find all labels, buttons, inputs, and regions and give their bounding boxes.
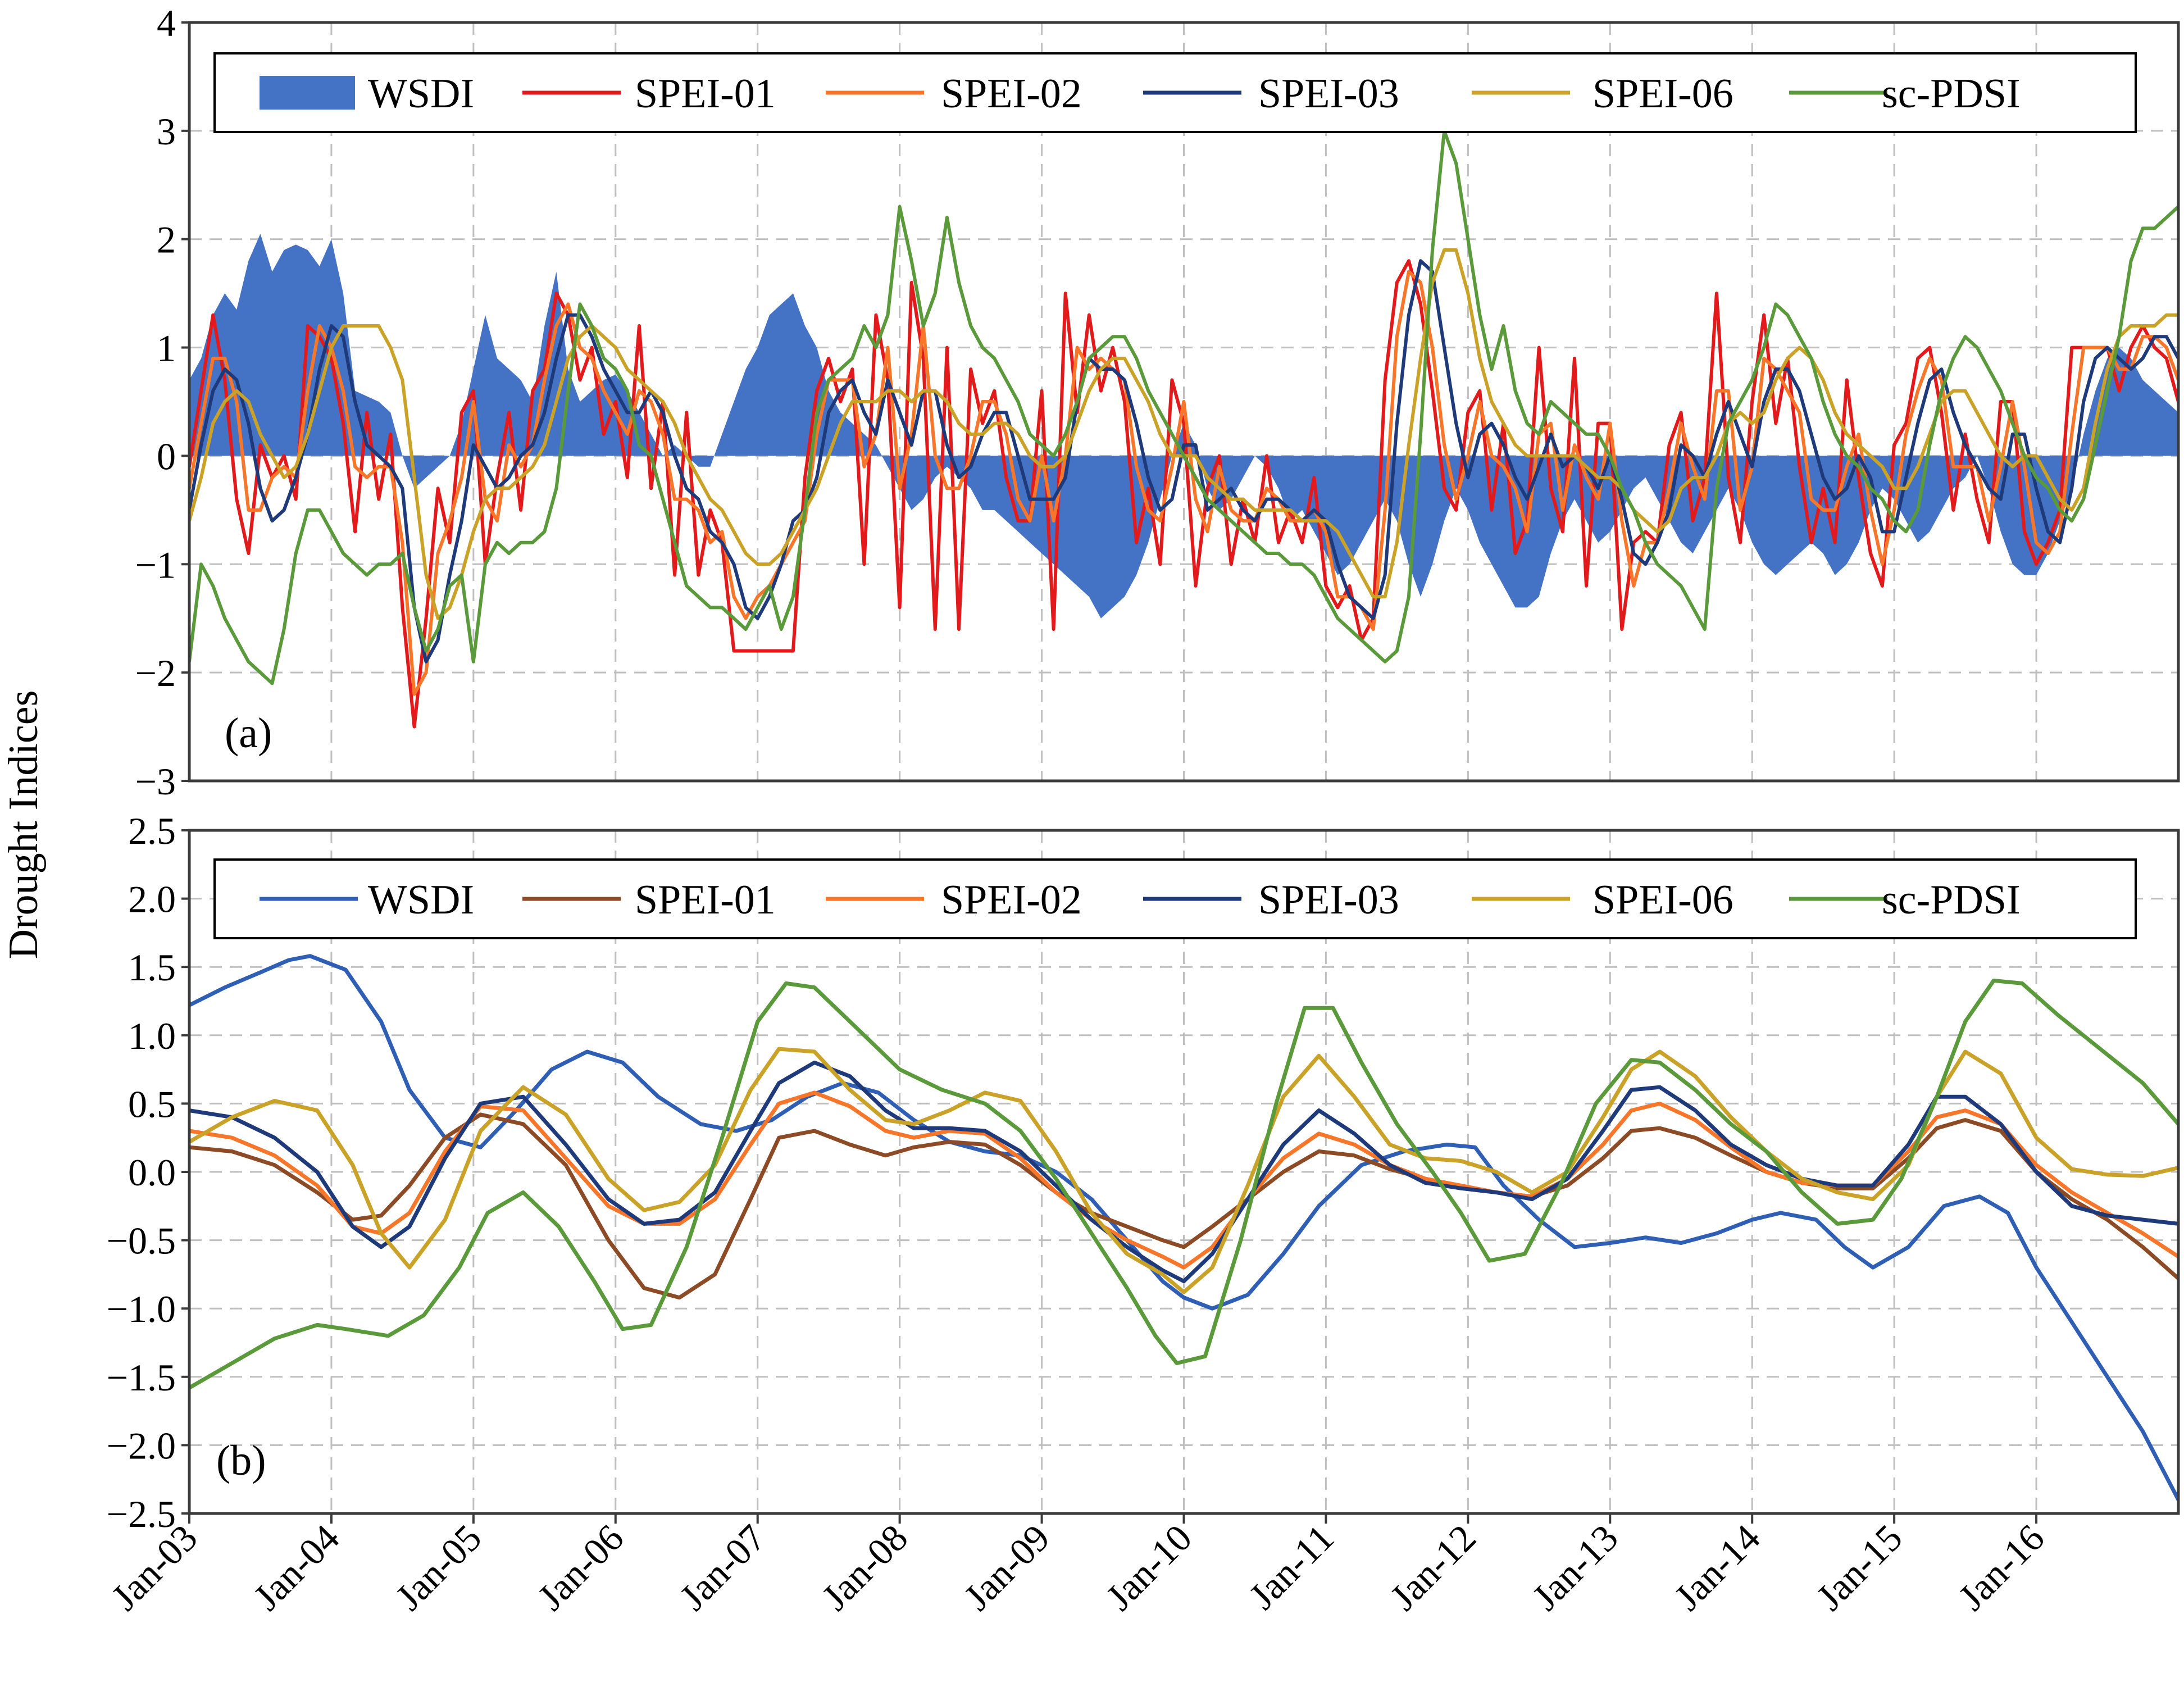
x-tick-label: Jan-07 [671, 1516, 774, 1619]
series-sc-pdsi-line [189, 129, 2178, 685]
legend: WSDI SPEI-01 SPEI-02 SPEI-03 SPEI-06 sc-PDSI [213, 52, 2137, 133]
y-tick-label: −1 [135, 543, 176, 586]
shared-x-axis: Jan-03 Jan-04 Jan-05 Jan-06 Jan-07 Jan-08 Jan-… [103, 1513, 2053, 1619]
panel-b-plot: −2.5 −2.0 −1.5 −1.0 −0.5 0.0 0.5 1.0 1.5 2.0 2.5 WS… [107, 810, 2180, 1535]
y-tick-label: 2.5 [128, 810, 176, 852]
x-tick-label: Jan-08 [813, 1516, 916, 1619]
x-tick-label: Jan-06 [529, 1516, 631, 1619]
plot-area [189, 129, 2178, 729]
legend-label-spei-06: SPEI-06 [1593, 71, 1733, 117]
legend-label-spei-06: SPEI-06 [1593, 877, 1733, 923]
series-spei-01-line [189, 1112, 2178, 1300]
legend: WSDI SPEI-01 SPEI-02 SPEI-03 SPEI-06 sc-PDSI [213, 858, 2137, 939]
series-spei-03-line [189, 1060, 2178, 1284]
x-tick-label: Jan-09 [956, 1516, 1058, 1619]
y-tick-label: 0 [157, 435, 176, 478]
y-tick-label: 0.0 [128, 1151, 176, 1194]
series-sc-pdsi-line [189, 979, 2178, 1390]
y-tick-label: 2.0 [128, 878, 176, 921]
legend-label-wsdi: WSDI [368, 71, 474, 117]
y-tick-label: 3 [157, 110, 176, 153]
legend-label-sc-pdsi: sc-PDSI [1882, 71, 2021, 117]
series-wsdi-line [189, 954, 2178, 1501]
panel-a-plot: −3 −2 −1 0 1 2 3 4 WSDI SPEI-01 SPEI-02 SPEI-03 SPEI… [135, 2, 2180, 803]
y-tick-label: −2 [135, 652, 176, 694]
plot-area [189, 954, 2178, 1501]
legend-label-wsdi: WSDI [368, 877, 474, 923]
legend-label-spei-03: SPEI-03 [1258, 71, 1399, 117]
y-tick-label: 1.0 [128, 1015, 176, 1057]
panel-label: (b) [216, 1437, 266, 1484]
x-tick-label: Jan-05 [388, 1516, 490, 1619]
y-tick-label: 2 [157, 219, 176, 261]
y-axis-label: Drought Indices [1, 690, 47, 960]
y-tick-label: −2.0 [107, 1424, 176, 1467]
legend-swatch-wsdi [260, 76, 355, 110]
y-tick-label: 4 [157, 2, 176, 44]
y-tick-label: 1 [157, 327, 176, 370]
y-tick-label: 1.5 [128, 946, 176, 989]
legend-label-spei-01: SPEI-01 [635, 71, 776, 117]
x-tick-label: Jan-04 [245, 1516, 348, 1619]
series-spei-03-line [189, 259, 2178, 663]
y-tick-label: 0.5 [128, 1083, 176, 1125]
legend-label-spei-02: SPEI-02 [941, 71, 1082, 117]
legend-label-spei-02: SPEI-02 [941, 877, 1082, 923]
x-tick-label: Jan-15 [1808, 1516, 1910, 1619]
panel-label: (a) [225, 710, 272, 757]
legend-label-spei-03: SPEI-03 [1258, 877, 1399, 923]
y-tick-label: −3 [135, 760, 176, 803]
legend-label-sc-pdsi: sc-PDSI [1882, 877, 2021, 923]
x-tick-label: Jan-13 [1524, 1516, 1626, 1619]
y-tick-label: −0.5 [107, 1220, 176, 1262]
y-tick-label: −1.5 [107, 1356, 176, 1399]
x-tick-label: Jan-16 [1950, 1516, 2053, 1619]
series-spei-06-line [189, 1047, 2178, 1294]
x-tick-label: Jan-10 [1098, 1516, 1200, 1619]
x-tick-label: Jan-12 [1382, 1516, 1484, 1619]
series-spei-01-line [189, 259, 2178, 729]
x-tick-label: Jan-14 [1666, 1516, 1768, 1619]
y-tick-label: −2.5 [107, 1493, 176, 1535]
y-tick-label: −1.0 [107, 1288, 176, 1330]
legend-label-spei-01: SPEI-01 [635, 877, 776, 923]
x-tick-label: Jan-11 [1241, 1516, 1342, 1617]
plot-frame [188, 21, 2180, 783]
